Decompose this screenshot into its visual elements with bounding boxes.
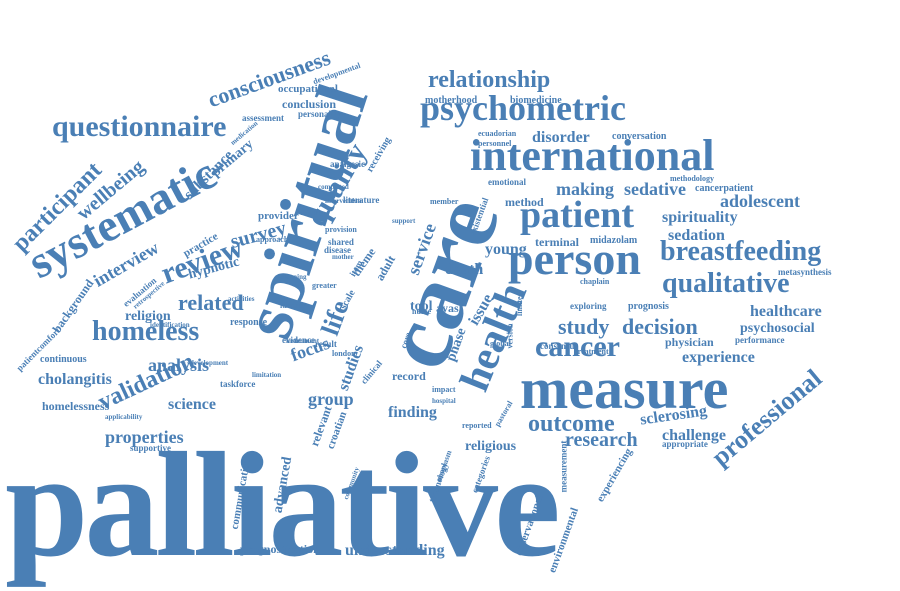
cloud-word: ayas <box>436 302 459 314</box>
cloud-word: appropriate <box>662 440 708 449</box>
cloud-word: analgesic <box>330 160 365 169</box>
cloud-word: qualitative <box>662 270 790 298</box>
cloud-word: experiencing <box>595 447 634 504</box>
cloud-word: clinical <box>359 359 384 386</box>
cloud-word: mother <box>332 254 354 261</box>
cloud-word: metasynthesis <box>778 268 832 277</box>
cloud-word: study <box>558 316 609 338</box>
cloud-word: limited <box>516 292 524 316</box>
cloud-word: applicability <box>105 414 142 421</box>
cloud-word: social <box>430 352 449 360</box>
cloud-word: member <box>430 198 458 206</box>
cloud-word: patientcomfort <box>15 326 62 373</box>
cloud-word: relationship <box>428 68 550 92</box>
cloud-word: prognosis <box>628 302 669 312</box>
cloud-word: understanding <box>345 543 445 559</box>
cloud-word: conversation <box>612 132 666 142</box>
cloud-word: making <box>556 180 614 198</box>
cloud-word: development <box>190 360 228 367</box>
cloud-word: biomedicine <box>510 96 562 106</box>
cloud-word: identity <box>280 302 306 310</box>
cloud-word: assessment <box>242 114 284 123</box>
cloud-word: motherhood <box>425 96 477 106</box>
cloud-word: reported <box>462 422 492 430</box>
cloud-word: response <box>230 318 267 328</box>
cloud-word: support <box>392 218 415 225</box>
cloud-word: healthcare <box>750 304 822 320</box>
cloud-word: science <box>168 397 216 413</box>
cloud-word: provision <box>325 226 357 234</box>
cloud-word: prognostication <box>240 543 320 555</box>
cloud-word: group <box>308 390 354 408</box>
cloud-word: chaplain <box>580 278 609 286</box>
cloud-word: ecuadorian <box>478 130 516 138</box>
cloud-word: limitation <box>252 372 281 379</box>
cloud-word: taskforce <box>220 380 255 389</box>
cloud-word: intervention <box>325 198 362 205</box>
cloud-word: occupational <box>278 84 338 95</box>
cloud-word: continuous <box>40 355 87 365</box>
cloud-word: nurse <box>412 308 431 316</box>
cloud-word: terminal <box>535 236 579 248</box>
cloud-word: method <box>505 196 544 208</box>
cloud-word: measurement <box>559 441 568 493</box>
cloud-word: spirituality <box>662 210 738 226</box>
cloud-word: midazolam <box>590 236 637 246</box>
cloud-word: background <box>50 277 95 335</box>
cloud-word: approach <box>256 236 288 244</box>
cloud-word: homelessness <box>42 400 109 412</box>
cloud-word: experience <box>682 350 755 366</box>
cloud-word: impact <box>432 386 456 394</box>
cloud-word: hospital <box>432 398 456 405</box>
cloud-word: treatment <box>575 348 609 356</box>
cloud-word: young <box>485 242 527 258</box>
cloud-word: planning <box>280 274 306 281</box>
cloud-word: identification <box>150 322 190 329</box>
cloud-word: disorder <box>532 130 590 146</box>
cloud-word: global <box>490 340 511 348</box>
cloud-word: cancerpatient <box>695 184 753 194</box>
cloud-word: performance <box>735 336 784 345</box>
cloud-word: personality <box>298 110 341 119</box>
cloud-word: record <box>392 370 426 382</box>
cloud-word: death <box>445 262 483 278</box>
cloud-word: cholangitis <box>38 372 112 388</box>
cloud-word: personnel <box>478 140 511 148</box>
cloud-word: scale <box>339 289 358 312</box>
cloud-word: sedation <box>668 228 725 244</box>
cloud-word: psychosocial <box>740 322 815 336</box>
cloud-word: physician <box>665 336 714 348</box>
cloud-word: finding <box>388 405 437 421</box>
cloud-word: instrument <box>286 338 319 345</box>
cloud-word: completed <box>318 184 349 191</box>
cloud-word: methodology <box>670 175 714 183</box>
cloud-word: religious <box>465 440 516 454</box>
cloud-word: children <box>300 210 325 217</box>
cloud-word: supportive <box>130 444 171 453</box>
cloud-word: greater <box>312 282 337 290</box>
cloud-word: questionnaire <box>52 112 226 142</box>
cloud-word: consensus <box>540 342 578 351</box>
cloud-word: emotional <box>488 178 526 187</box>
cloud-word: provider <box>258 211 299 222</box>
cloud-word: adolescent <box>720 192 800 210</box>
cloud-word: activities <box>228 296 254 303</box>
cloud-word: exploring <box>570 302 607 311</box>
